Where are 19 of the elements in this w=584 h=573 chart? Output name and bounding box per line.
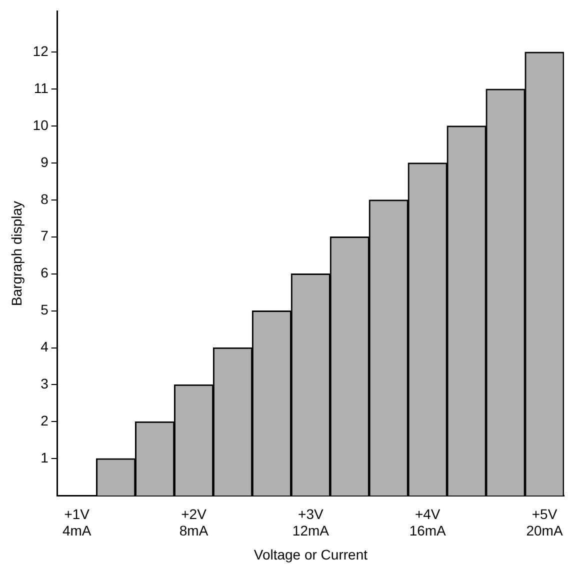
- x-tick-label: +2V 8mA: [179, 506, 209, 539]
- x-axis-title: Voltage or Current: [254, 546, 368, 562]
- x-tick-label: +5V 20mA: [526, 506, 564, 539]
- y-tick-label: 10: [32, 116, 49, 133]
- y-tick-label: 9: [40, 154, 49, 170]
- x-tick-label: +3V 12mA: [292, 506, 330, 539]
- y-axis-title: Bargraph display: [8, 200, 24, 306]
- y-tick-label: 6: [40, 264, 49, 281]
- y-tick-label: 12: [32, 42, 49, 59]
- x-tick-label: +1V 4mA: [62, 506, 92, 539]
- y-tick-label: 1: [40, 450, 49, 466]
- y-tick-label: 11: [34, 80, 49, 96]
- x-tick-label: +4V 16mA: [409, 506, 447, 539]
- y-tick-label: 8: [40, 190, 49, 207]
- y-tick-label: 5: [40, 302, 49, 318]
- y-tick-label: 4: [40, 338, 49, 355]
- y-tick-label: 3: [40, 376, 49, 392]
- y-tick-label: 2: [40, 412, 49, 429]
- y-tick-label: 7: [40, 228, 49, 244]
